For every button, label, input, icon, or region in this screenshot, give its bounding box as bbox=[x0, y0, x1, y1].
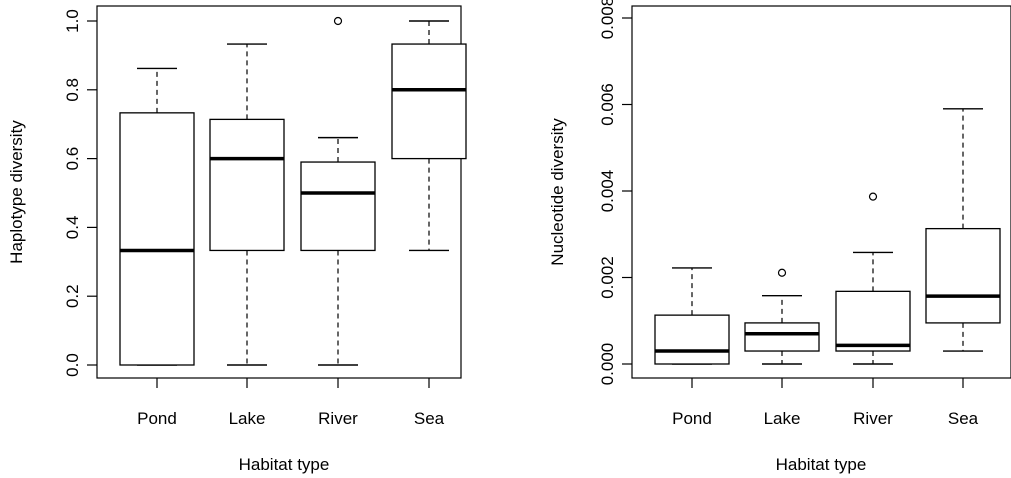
iqr-box bbox=[391, 43, 467, 160]
iqr-box bbox=[119, 112, 195, 366]
outlier-point bbox=[868, 192, 878, 201]
boxplot-pond bbox=[654, 267, 730, 365]
outlier-point bbox=[333, 16, 343, 26]
boxplot-river bbox=[300, 16, 376, 366]
y-tick-label: 0.0 bbox=[63, 353, 82, 377]
y-tick-label: 0.2 bbox=[63, 284, 82, 308]
iqr-box bbox=[209, 118, 285, 252]
iqr-box bbox=[744, 322, 820, 352]
y-axis-title: Haplotype diversity bbox=[7, 120, 26, 264]
y-tick-label: 0.8 bbox=[63, 78, 82, 102]
boxplot-sea bbox=[391, 20, 467, 252]
x-tick-label: Pond bbox=[672, 409, 712, 428]
boxplot-lake bbox=[209, 43, 285, 366]
boxplot-lake bbox=[744, 268, 820, 365]
boxplot-sea bbox=[925, 108, 1001, 352]
y-tick-label: 0.002 bbox=[598, 256, 617, 299]
y-tick-label: 1.0 bbox=[63, 9, 82, 33]
y-tick-label: 0.4 bbox=[63, 216, 82, 240]
x-tick-label: Sea bbox=[948, 409, 979, 428]
iqr-box bbox=[300, 161, 376, 252]
iqr-box bbox=[835, 290, 911, 352]
x-tick-label: Pond bbox=[137, 409, 177, 428]
nucleotide-diversity-panel: 0.000 0.002 0.004 0.006 0.008 Nucleotide dive… bbox=[548, 0, 1011, 474]
y-tick-label: 0.006 bbox=[598, 83, 617, 126]
iqr-box bbox=[925, 227, 1001, 324]
x-axis-title: Habitat type bbox=[239, 455, 330, 474]
y-tick-label: 0.008 bbox=[598, 0, 617, 39]
plot-frame bbox=[96, 5, 462, 379]
x-tick-label: Lake bbox=[229, 409, 266, 428]
y-axis-title: Nucleotide diversity bbox=[548, 118, 567, 266]
y-tick-label: 0.004 bbox=[598, 170, 617, 213]
boxplot-pond bbox=[119, 67, 195, 366]
outlier-point bbox=[777, 268, 787, 277]
x-tick-label: Sea bbox=[414, 409, 445, 428]
y-tick-label: 0.000 bbox=[598, 343, 617, 386]
x-tick-label: River bbox=[318, 409, 358, 428]
iqr-box bbox=[654, 314, 730, 365]
x-axis-title: Habitat type bbox=[776, 455, 867, 474]
x-tick-label: River bbox=[853, 409, 893, 428]
y-tick-label: 0.6 bbox=[63, 147, 82, 171]
boxplot-river bbox=[835, 192, 911, 365]
plot-frame bbox=[631, 5, 1011, 379]
haplotype-diversity-panel: 0.0 0.2 0.4 0.6 0.8 1.0 Haplotype diversity Pon… bbox=[7, 5, 467, 474]
x-tick-label: Lake bbox=[764, 409, 801, 428]
